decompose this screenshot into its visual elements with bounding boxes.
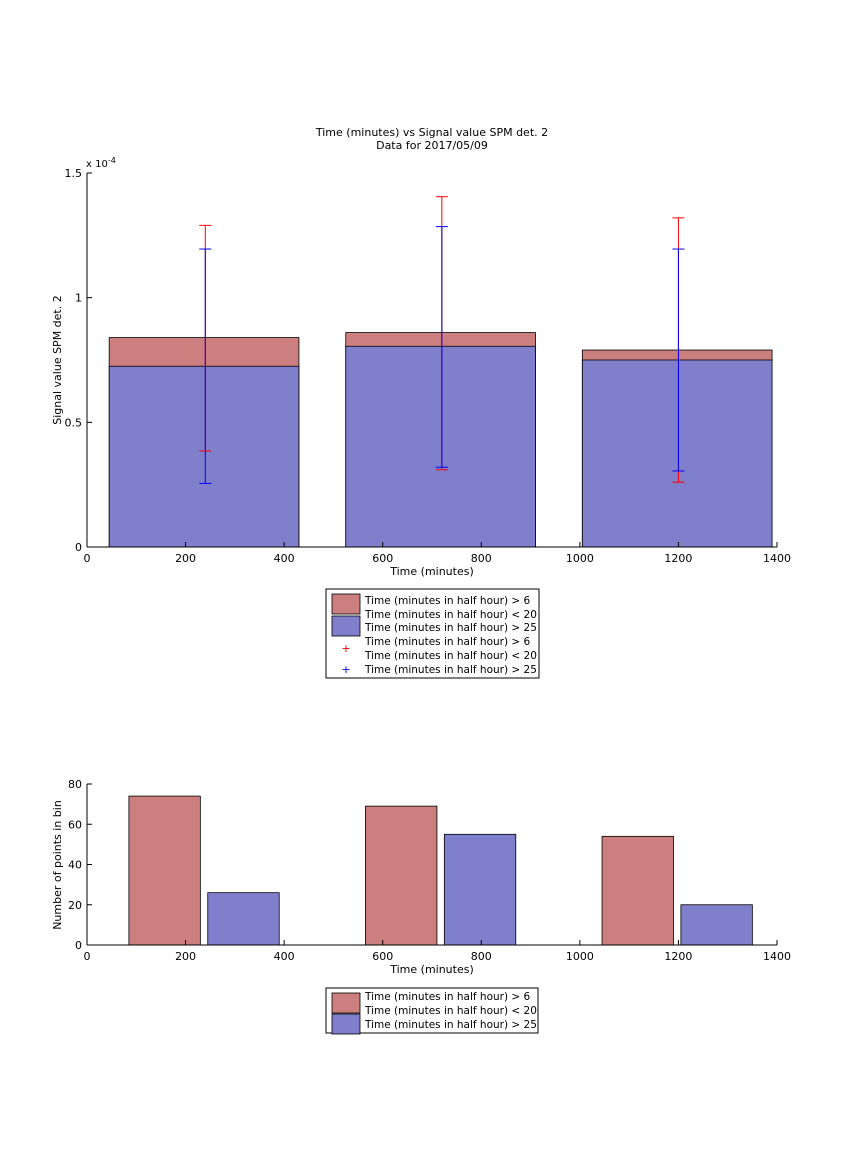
top-legend-box — [325, 588, 540, 679]
top-y-axis-label: Signal value SPM det. 2 — [51, 295, 64, 425]
top-legend-label-2: Time (minutes in half hour) > 25 — [364, 622, 537, 634]
y-exponent-base: x 10 — [86, 159, 108, 170]
x-tick-label: 200 — [175, 552, 196, 565]
y-tick-label: 1 — [75, 292, 82, 305]
bottom-legend: Time (minutes in half hour) > 6 Time (mi… — [325, 987, 539, 1035]
count-bar-blue-1 — [207, 892, 280, 946]
bar-blue-1 — [108, 365, 300, 548]
y-tick-label: 80 — [68, 778, 82, 791]
x-tick-label: 1200 — [664, 950, 692, 963]
y-tick-label: 60 — [68, 818, 82, 831]
x-tick-label: 1200 — [664, 552, 692, 565]
chart-title: Time (minutes) vs Signal value SPM det. … — [315, 126, 548, 139]
bottom-x-axis-label: Time (minutes) — [389, 963, 474, 976]
top-legend-label-1a: Time (minutes in half hour) > 6 — [364, 595, 531, 607]
bar-blue-3 — [581, 359, 773, 548]
top-plot-area: 0 200 400 600 800 1000 1200 1400 0 0.5 1 1.5 — [65, 167, 792, 565]
bottom-legend-label-1b: Time (minutes in half hour) < 20 — [364, 1005, 537, 1017]
y-tick-label: 1.5 — [65, 167, 83, 180]
y-exponent-power: -4 — [108, 156, 116, 165]
x-tick-label: 200 — [175, 950, 196, 963]
x-tick-label: 800 — [471, 552, 492, 565]
top-legend-label-4: Time (minutes in half hour) > 25 — [364, 664, 537, 676]
y-tick-label: 0 — [75, 541, 82, 554]
y-tick-label: 20 — [68, 899, 82, 912]
x-tick-label: 0 — [84, 950, 91, 963]
count-bar-red-2 — [365, 805, 438, 946]
bottom-legend-patch-red — [331, 992, 361, 1014]
bottom-legend-patch-blue — [331, 1013, 361, 1035]
top-legend-patch-blue — [331, 615, 361, 637]
top-legend-label-3a: Time (minutes in half hour) > 6 — [364, 636, 531, 648]
y-exponent-label: x 10-4 — [86, 156, 116, 170]
chart-subtitle: Data for 2017/05/09 — [376, 139, 488, 152]
bottom-plot-area: 0 200 400 600 800 1000 1200 1400 0 20 40 60 80 — [68, 778, 791, 963]
top-legend-marker-blue: + — [341, 663, 350, 676]
x-tick-label: 400 — [274, 950, 295, 963]
y-tick-label: 0 — [75, 939, 82, 952]
top-x-axis-label: Time (minutes) — [389, 565, 474, 578]
x-tick-label: 1000 — [566, 552, 594, 565]
count-bar-blue-3 — [680, 904, 753, 946]
x-tick-label: 0 — [84, 552, 91, 565]
bar-blue-2 — [345, 345, 536, 548]
x-tick-label: 600 — [372, 552, 393, 565]
top-legend-label-1b: Time (minutes in half hour) < 20 — [364, 609, 537, 621]
bottom-legend-box — [325, 987, 539, 1034]
bottom-legend-label-2: Time (minutes in half hour) > 25 — [364, 1019, 537, 1031]
x-tick-label: 400 — [274, 552, 295, 565]
count-bar-red-3 — [601, 835, 674, 946]
top-legend: Time (minutes in half hour) > 6 Time (mi… — [325, 588, 540, 679]
x-tick-label: 600 — [372, 950, 393, 963]
top-legend-patch-red — [331, 593, 361, 615]
x-tick-label: 1400 — [763, 552, 791, 565]
x-tick-label: 1400 — [763, 950, 791, 963]
y-tick-label: 0.5 — [65, 416, 83, 429]
x-tick-label: 800 — [471, 950, 492, 963]
x-tick-label: 1000 — [566, 950, 594, 963]
count-bar-blue-2 — [443, 833, 517, 946]
bottom-legend-label-1a: Time (minutes in half hour) > 6 — [364, 991, 531, 1003]
count-bar-red-1 — [128, 795, 201, 946]
y-tick-label: 40 — [68, 859, 82, 872]
bottom-y-axis-label: Number of points in bin — [51, 800, 64, 930]
top-legend-label-3b: Time (minutes in half hour) < 20 — [364, 650, 537, 662]
top-legend-marker-red: + — [341, 642, 350, 655]
